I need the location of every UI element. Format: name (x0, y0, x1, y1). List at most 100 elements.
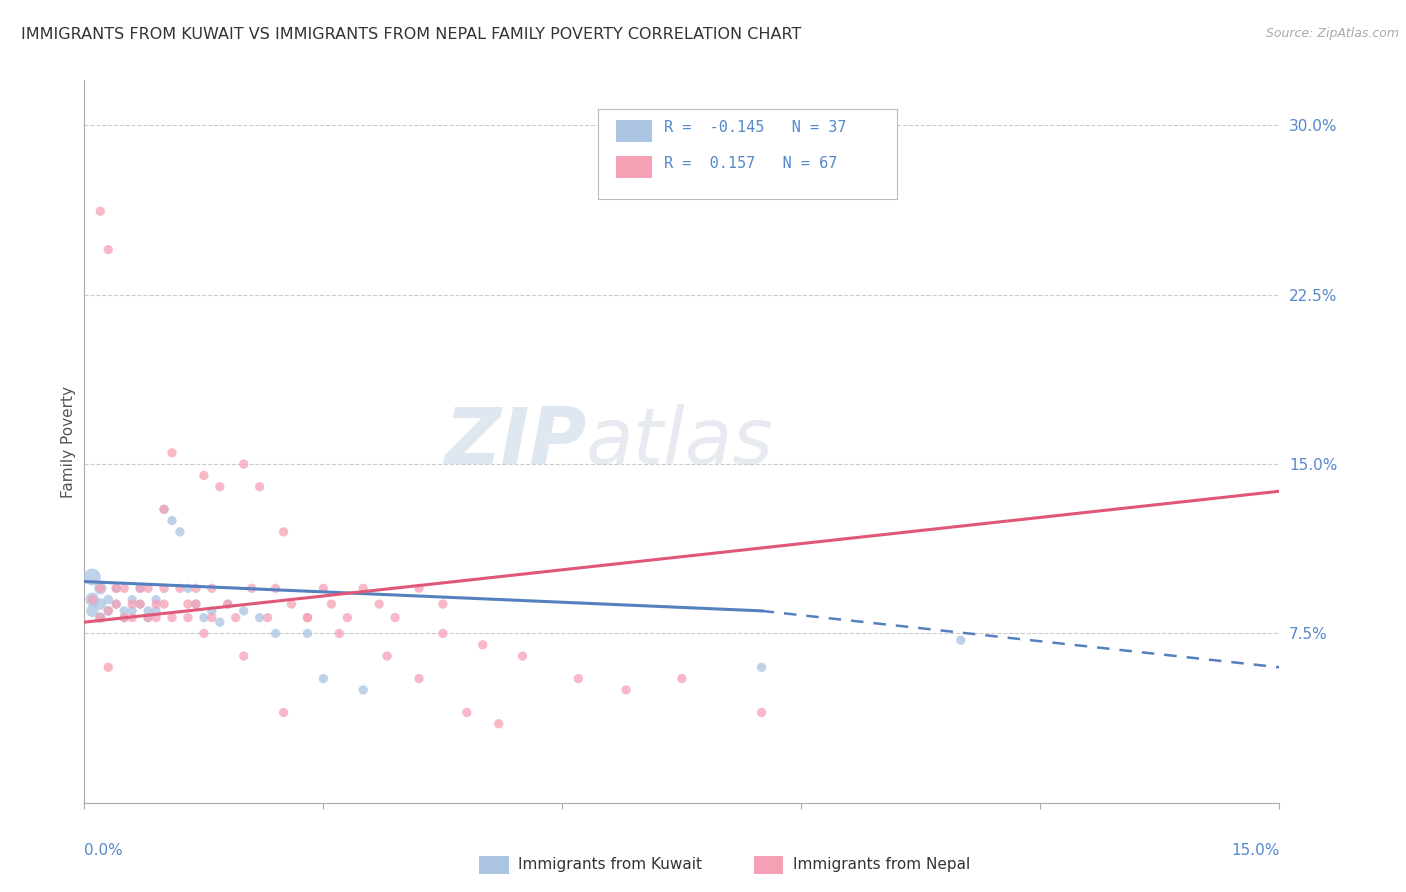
Point (201, 582, 224, 596)
Point (297, 610, 319, 624)
Point (751, 660, 773, 674)
Point (121, 604, 143, 618)
Point (89, 597, 111, 611)
Point (89, 610, 111, 624)
Text: Source: ZipAtlas.com: Source: ZipAtlas.com (1265, 27, 1399, 40)
Point (184, 597, 207, 611)
Point (153, 582, 176, 596)
Point (751, 706, 773, 720)
Point (169, 524, 191, 539)
Point (169, 582, 191, 596)
Point (177, 597, 200, 611)
Point (256, 610, 278, 624)
Point (136, 610, 159, 624)
Point (97, 660, 120, 674)
Point (264, 582, 287, 596)
Point (328, 626, 350, 640)
Point (97, 604, 120, 618)
Point (193, 626, 215, 640)
Text: atlas: atlas (586, 403, 775, 480)
Point (153, 502, 176, 516)
Point (321, 597, 343, 611)
Point (232, 604, 254, 618)
Point (129, 582, 152, 596)
Point (129, 597, 152, 611)
Point (89, 610, 111, 624)
Point (82, 592, 104, 607)
Point (145, 604, 167, 618)
Point (273, 524, 295, 539)
Point (105, 582, 128, 596)
Point (297, 626, 319, 640)
Point (89, 204, 111, 219)
Y-axis label: Family Poverty: Family Poverty (60, 385, 76, 498)
Point (217, 597, 239, 611)
Point (82, 570, 104, 584)
Point (614, 682, 637, 697)
Point (240, 582, 263, 596)
Point (145, 597, 167, 611)
Text: Immigrants from Nepal: Immigrants from Nepal (793, 856, 970, 871)
Point (184, 597, 207, 611)
Text: Immigrants from Kuwait: Immigrants from Kuwait (519, 856, 702, 871)
FancyBboxPatch shape (599, 109, 897, 200)
Point (201, 610, 224, 624)
Point (129, 582, 152, 596)
Point (280, 597, 302, 611)
Point (249, 480, 271, 494)
Point (408, 672, 430, 686)
Point (471, 638, 494, 652)
Point (512, 648, 534, 663)
Point (264, 626, 287, 640)
Point (136, 604, 159, 618)
Point (160, 446, 183, 460)
Point (488, 716, 510, 731)
Bar (479, 855, 509, 873)
Point (136, 610, 159, 624)
Point (671, 672, 693, 686)
Point (336, 610, 359, 624)
Point (121, 597, 143, 611)
Point (352, 582, 374, 596)
Point (375, 648, 398, 663)
Point (432, 626, 454, 640)
Point (112, 610, 135, 624)
Point (153, 502, 176, 516)
Bar (616, 156, 652, 178)
Point (121, 592, 143, 607)
Point (208, 480, 231, 494)
Point (432, 597, 454, 611)
Point (184, 582, 207, 596)
Point (177, 610, 200, 624)
Point (121, 610, 143, 624)
Point (136, 582, 159, 596)
Point (312, 672, 335, 686)
Point (456, 706, 478, 720)
Text: IMMIGRANTS FROM KUWAIT VS IMMIGRANTS FROM NEPAL FAMILY POVERTY CORRELATION CHART: IMMIGRANTS FROM KUWAIT VS IMMIGRANTS FRO… (21, 27, 801, 42)
Point (297, 610, 319, 624)
Point (949, 633, 972, 648)
Point (153, 597, 176, 611)
Point (145, 610, 167, 624)
Text: R =  0.157   N = 67: R = 0.157 N = 67 (664, 156, 838, 171)
Point (129, 597, 152, 611)
Point (408, 582, 430, 596)
Point (193, 468, 215, 483)
Point (105, 582, 128, 596)
Point (82, 592, 104, 607)
Point (97, 604, 120, 618)
Point (208, 615, 231, 630)
Point (82, 604, 104, 618)
Point (177, 582, 200, 596)
Point (105, 597, 128, 611)
Point (160, 514, 183, 528)
Point (89, 582, 111, 596)
Point (217, 597, 239, 611)
Point (384, 610, 406, 624)
Point (97, 592, 120, 607)
Point (145, 592, 167, 607)
Bar (616, 120, 652, 142)
Point (105, 597, 128, 611)
Point (249, 610, 271, 624)
Point (232, 648, 254, 663)
